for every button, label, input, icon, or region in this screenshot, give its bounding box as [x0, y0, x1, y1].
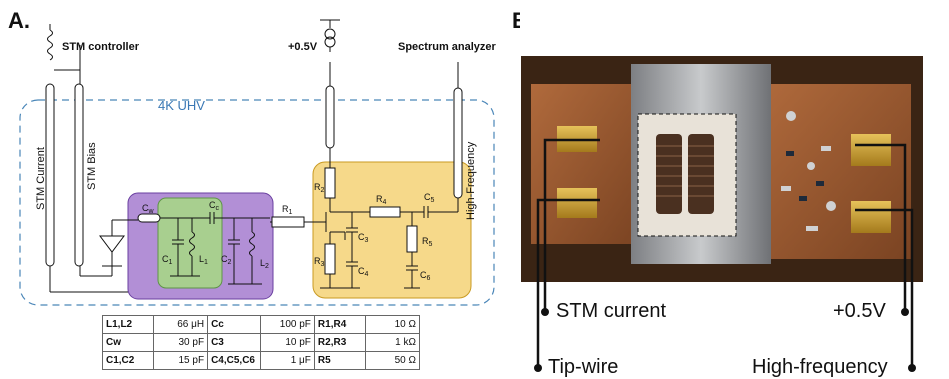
uhv-environment-box — [19, 99, 495, 306]
table-row: Cw 30 pF C3 10 pF R2,R3 1 kΩ — [101, 333, 420, 352]
stm-controller-label: STM controller — [62, 41, 140, 53]
c1-label: C1 — [162, 254, 173, 266]
filter-circuit — [137, 212, 276, 285]
r2-label: R2 — [314, 182, 325, 194]
cw-label: Cw — [142, 203, 155, 215]
table-key: C4,C5,C6 — [207, 351, 261, 370]
stm-current-label: STM Current — [35, 147, 47, 210]
environment-label: 4K UHV — [158, 98, 205, 113]
l2-label: L2 — [260, 258, 269, 270]
table-row: C1,C2 15 pF C4,C5,C6 1 μF R5 50 Ω — [101, 351, 420, 370]
photo-label-stm-current: STM current — [556, 300, 667, 322]
c2-label: C2 — [221, 254, 232, 266]
c6-label: C6 — [420, 270, 431, 282]
cc-label: Cc — [209, 200, 220, 212]
component-values-table: L1,L2 66 μH Cc 100 pF R1,R4 10 Ω Cw 30 p… — [101, 315, 420, 370]
table-key: R5 — [313, 351, 367, 370]
yellow-amplifier-box — [312, 161, 472, 299]
photo-label-tip-wire: Tip-wire — [548, 356, 619, 378]
circuit-schematic: A. 4K UHV STM controller STM Current STM… — [8, 8, 520, 306]
c4-label: C4 — [358, 266, 369, 278]
amplifier-board-photo — [521, 56, 923, 282]
photo-label-voltage: +0.5V — [833, 300, 886, 322]
voltage-source-feed — [320, 19, 463, 289]
high-frequency-label: High-Frequency — [465, 141, 477, 220]
l1-label: L1 — [199, 254, 208, 266]
stm-controller-feed — [45, 24, 128, 293]
table-value: 15 pF — [153, 351, 209, 370]
stm-tip-symbol — [99, 219, 138, 276]
panel-b-label: B. — [512, 8, 520, 33]
stm-bias-label: STM Bias — [86, 142, 98, 190]
r4-label: R4 — [376, 194, 387, 206]
board-illustration — [521, 56, 923, 282]
photo-label-high-frequency: High-frequency — [752, 356, 888, 378]
spectrum-analyzer-label: Spectrum analyzer — [398, 41, 497, 53]
c5-label: C5 — [424, 192, 435, 204]
r1-resistor — [271, 216, 320, 228]
table-key: C1,C2 — [101, 351, 155, 370]
c3-label: C3 — [358, 232, 369, 244]
panel-a-label: A. — [8, 8, 30, 33]
r5-label: R5 — [422, 236, 433, 248]
r3-label: R3 — [314, 256, 325, 268]
r1-label: R1 — [282, 204, 293, 216]
table-value: 50 Ω — [365, 351, 420, 370]
voltage-source-label: +0.5V — [288, 41, 318, 53]
table-row: L1,L2 66 μH Cc 100 pF R1,R4 10 Ω — [101, 315, 420, 334]
